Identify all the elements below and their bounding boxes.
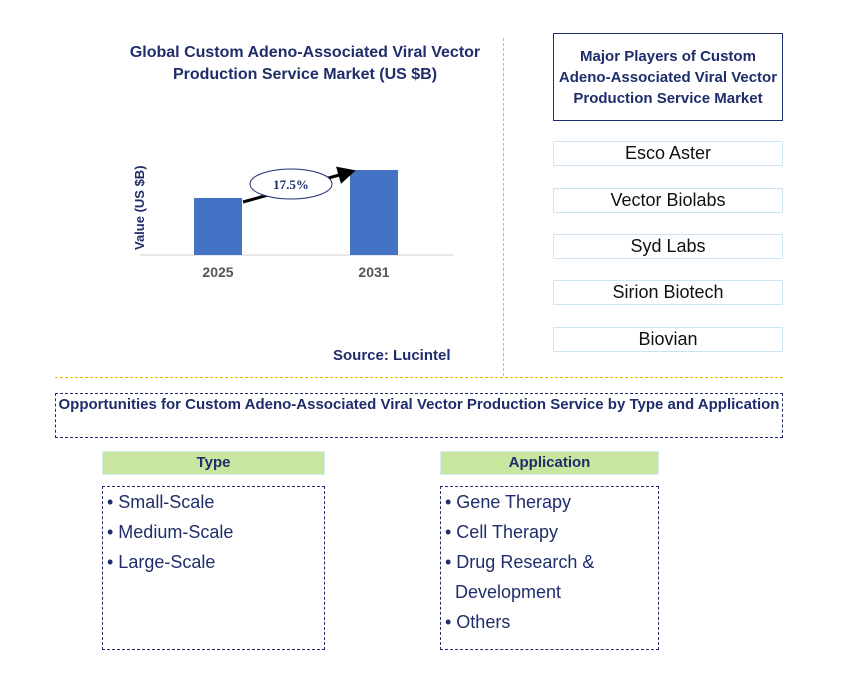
vertical-divider bbox=[503, 38, 504, 376]
list-item: • Medium-Scale bbox=[107, 522, 234, 542]
chart-title: Global Custom Adeno-Associated Viral Vec… bbox=[129, 44, 481, 83]
list-item: • Small-Scale bbox=[107, 492, 215, 512]
player-item: Biovian bbox=[553, 327, 783, 352]
type-header: Type bbox=[102, 451, 325, 475]
x-tick-label: 2031 bbox=[358, 264, 389, 280]
horizontal-divider bbox=[55, 377, 783, 378]
list-item: • Others bbox=[445, 612, 511, 632]
player-item: Syd Labs bbox=[553, 234, 783, 259]
bar-2031 bbox=[350, 170, 398, 255]
player-item: Sirion Biotech bbox=[553, 280, 783, 305]
bar-chart: 2025 2031 17.5% bbox=[140, 166, 453, 280]
application-list: • Gene Therapy • Cell Therapy • Drug Res… bbox=[440, 486, 659, 650]
player-item: Esco Aster bbox=[553, 141, 783, 166]
x-tick-label: 2025 bbox=[202, 264, 233, 280]
list-item: • Gene Therapy bbox=[445, 492, 572, 512]
cagr-label: 17.5% bbox=[273, 177, 309, 192]
list-item: Development bbox=[455, 582, 562, 602]
list-item: • Cell Therapy bbox=[445, 522, 559, 542]
type-list: • Small-Scale • Medium-Scale • Large-Sca… bbox=[102, 486, 325, 650]
application-header: Application bbox=[440, 451, 659, 475]
major-players-title-text: Major Players of Custom Adeno-Associated… bbox=[558, 47, 778, 107]
cagr-ellipse bbox=[249, 168, 333, 200]
list-item: • Large-Scale bbox=[107, 552, 216, 572]
major-players-title: Major Players of Custom Adeno-Associated… bbox=[553, 33, 783, 121]
bar-2025 bbox=[194, 197, 242, 255]
player-item: Vector Biolabs bbox=[553, 188, 783, 213]
source-label: Source: Lucintel bbox=[333, 347, 451, 364]
list-item: • Drug Research & bbox=[445, 552, 595, 572]
opportunities-title: Opportunities for Custom Adeno-Associate… bbox=[55, 393, 783, 438]
